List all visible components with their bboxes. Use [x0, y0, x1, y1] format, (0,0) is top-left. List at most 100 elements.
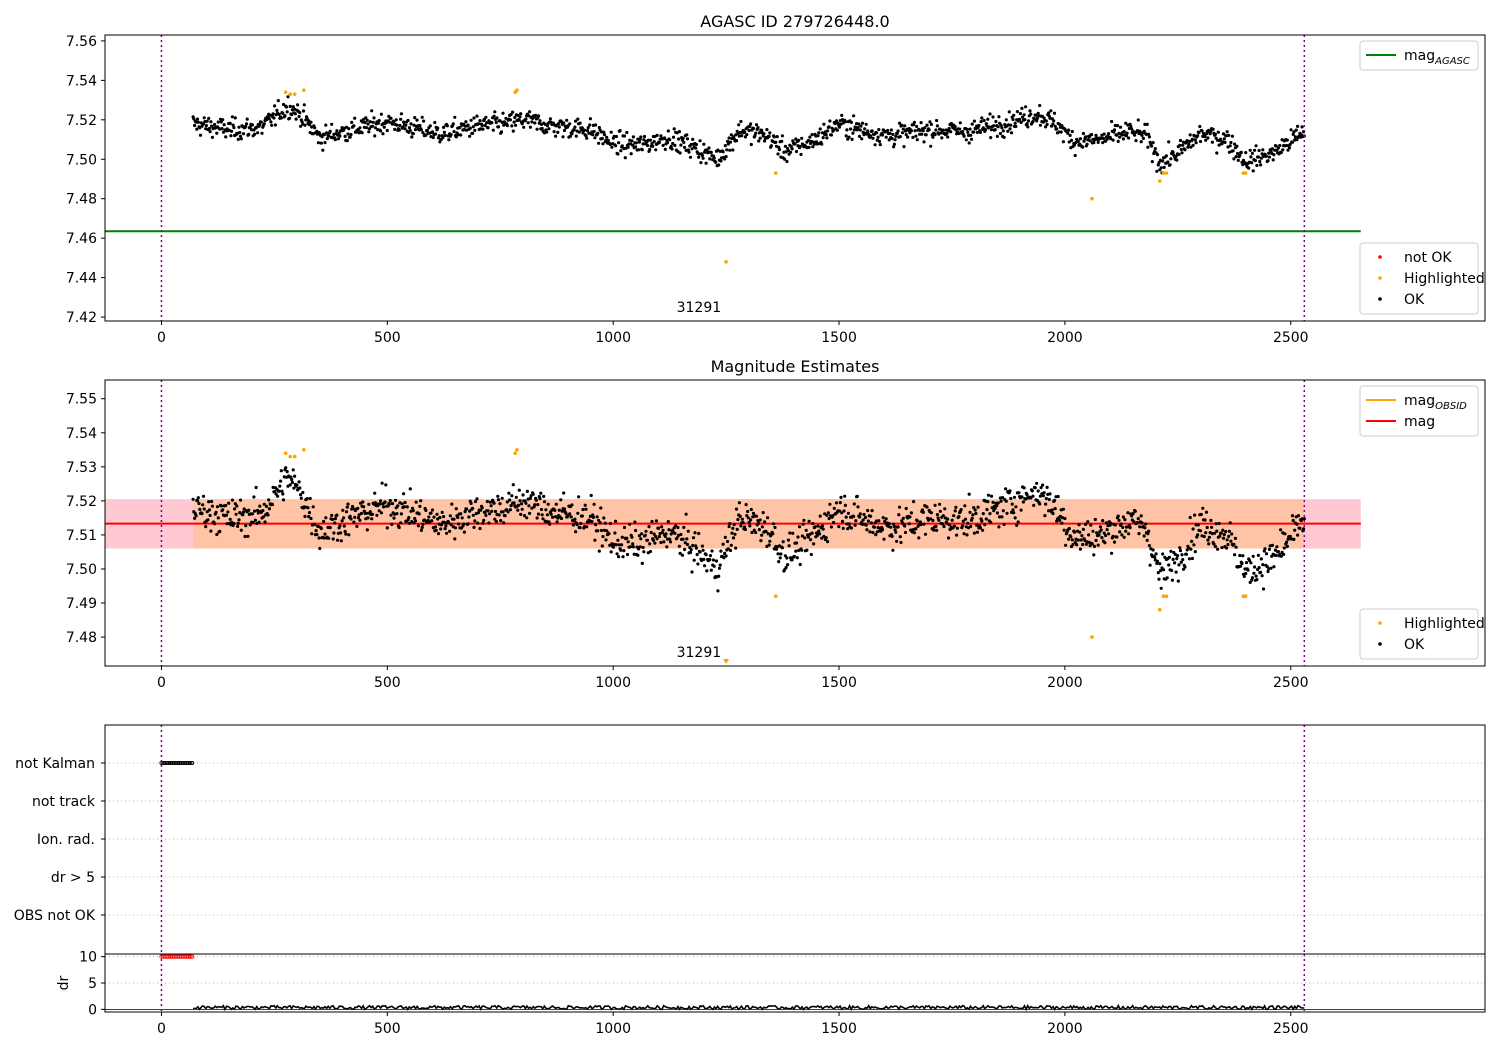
data-point: [1154, 552, 1158, 556]
data-point: [1031, 119, 1035, 124]
data-point: [1034, 113, 1038, 117]
data-point: [1029, 112, 1033, 116]
data-point: [672, 127, 676, 131]
data-point: [767, 134, 771, 138]
data-point: [904, 506, 908, 511]
data-point: [846, 511, 851, 515]
data-point: [866, 132, 871, 136]
data-point: [750, 530, 754, 535]
data-point: [1233, 536, 1237, 541]
data-point: [377, 509, 381, 513]
data-point: [536, 114, 541, 118]
data-point: [424, 133, 428, 137]
data-point: [506, 510, 510, 514]
data-point: [390, 522, 394, 527]
panel-title: Magnitude Estimates: [711, 357, 880, 376]
data-point: [592, 502, 596, 506]
data-point: [1204, 531, 1208, 535]
data-point: [735, 129, 739, 133]
data-point: [1044, 502, 1048, 506]
data-point: [737, 123, 741, 127]
data-point: [393, 127, 397, 131]
data-point: [864, 122, 868, 126]
data-point: [689, 548, 693, 552]
data-point: [641, 142, 645, 146]
data-point: [800, 136, 804, 140]
data-point: [1193, 550, 1197, 554]
data-point: [468, 126, 472, 130]
data-point: [508, 118, 512, 122]
data-point: [809, 552, 813, 557]
data-point: [699, 161, 703, 165]
data-point: [509, 504, 513, 508]
data-point: [678, 551, 682, 556]
data-point: [194, 514, 198, 518]
data-point: [1078, 547, 1082, 551]
data-point: [806, 138, 811, 143]
data-point: [877, 519, 881, 523]
data-point: [1171, 557, 1175, 562]
data-point: [193, 123, 197, 128]
data-point: [1249, 155, 1253, 159]
data-point: [449, 133, 453, 137]
data-point: [1049, 109, 1053, 113]
data-point: [207, 116, 211, 120]
data-point: [708, 157, 712, 161]
data-point: [1161, 568, 1166, 572]
data-point: [894, 134, 898, 138]
data-point: [347, 533, 351, 537]
data-point: [901, 127, 905, 131]
data-point: [739, 119, 743, 124]
data-point: [518, 499, 522, 503]
data-point: [372, 116, 376, 120]
data-point: [574, 134, 578, 138]
data-point: [195, 127, 199, 131]
data-point: [463, 510, 467, 514]
data-point: [934, 128, 938, 132]
data-point: [1002, 522, 1006, 527]
data-point: [771, 532, 775, 536]
data-point: [407, 516, 411, 520]
data-point: [298, 486, 302, 490]
data-point: [1226, 542, 1230, 547]
data-point: [344, 510, 349, 514]
flag-point: [181, 760, 186, 766]
data-point: [588, 117, 593, 121]
data-point: [832, 506, 836, 510]
data-point: [652, 140, 656, 144]
data-point: [1179, 147, 1183, 152]
data-point: [1287, 146, 1292, 150]
data-point: [1092, 141, 1096, 145]
data-point: [789, 150, 793, 154]
data-point: [716, 589, 720, 593]
data-point: [224, 513, 228, 517]
data-point: [447, 521, 451, 525]
data-point: [709, 568, 713, 572]
data-point: [569, 515, 573, 519]
data-point: [1291, 132, 1295, 136]
data-point: [256, 508, 260, 513]
data-point: [202, 507, 206, 511]
data-point: [593, 538, 597, 542]
data-point: [475, 114, 479, 118]
data-point: [379, 129, 383, 133]
data-point: [603, 521, 607, 525]
data-point: [1159, 166, 1163, 170]
data-point: [528, 125, 533, 129]
data-point: [874, 533, 878, 537]
data-point: [1031, 494, 1035, 498]
data-point: [230, 115, 234, 119]
data-point: [1151, 141, 1155, 145]
data-point: [961, 519, 965, 523]
data-point: [384, 483, 388, 487]
data-point: [878, 143, 882, 147]
data-point: [367, 130, 371, 134]
data-point: [408, 487, 412, 491]
data-point: [512, 501, 516, 505]
data-point: [1112, 540, 1117, 544]
data-point: [380, 481, 384, 485]
data-point: [648, 542, 652, 546]
data-point: [1254, 144, 1258, 148]
data-point: [238, 510, 242, 515]
data-point: [966, 521, 970, 525]
